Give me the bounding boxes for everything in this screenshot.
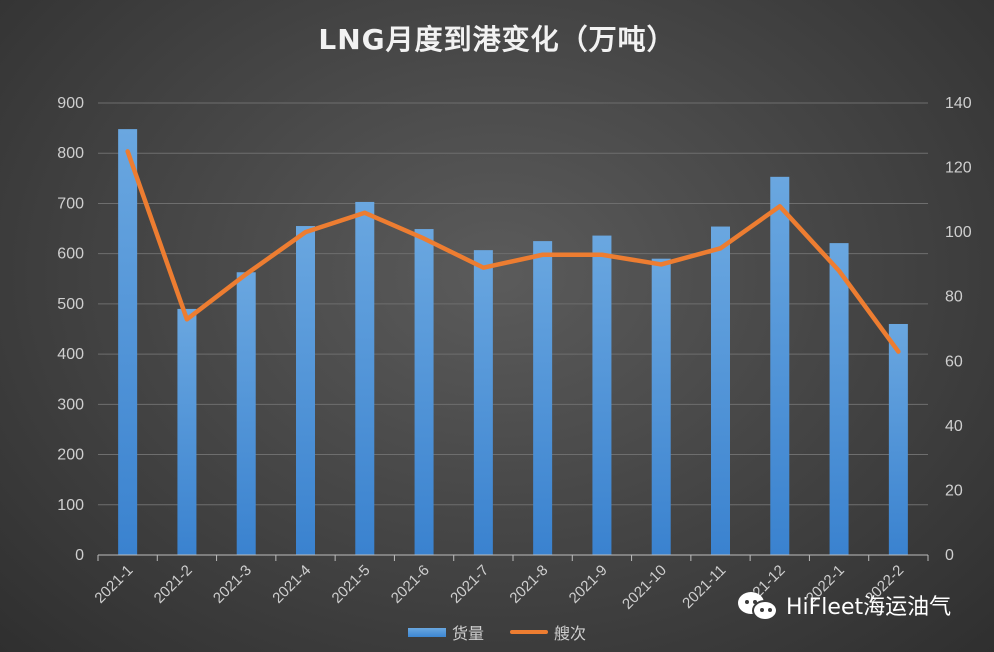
legend: 货量 艘次 [0,620,994,644]
legend-item-bar: 货量 [407,620,484,644]
bar-mark [888,323,908,555]
gridlines [98,102,928,506]
x-tick-label: 2021-6 [388,562,433,607]
bar-mark [473,250,493,555]
bar-mark [711,226,730,555]
y-right-tick-label: 40 [945,418,963,435]
axes [97,554,929,561]
y-left-tick-label: 500 [57,296,84,313]
bar-mark [236,272,256,555]
line-point [422,237,426,241]
y-left-tick-label: 700 [57,195,84,212]
legend-line-swatch [510,630,548,634]
line-point [363,211,367,215]
bar-mark [296,226,315,556]
y-left-tick-label: 400 [57,346,84,363]
x-tick-label: 2021-10 [619,562,670,613]
y-left-tick-label: 100 [57,497,84,514]
line-point [896,350,900,354]
bar-mark [414,229,434,555]
bar-mark [651,258,671,555]
y-right-tick-label: 80 [945,289,963,306]
line-point [126,149,130,153]
bar-mark [355,201,375,555]
x-tick-label: 2021-2 [151,562,196,607]
x-tick-label: 2021-11 [679,562,729,612]
bar-mark [829,243,849,555]
y-left-tick-label: 0 [75,547,84,564]
legend-bar-swatch [407,627,446,637]
y-right-tick-label: 100 [945,224,972,241]
y-right-tick-label: 120 [945,160,972,177]
line-point [600,253,604,257]
legend-item-line: 艘次 [510,620,586,644]
bar-mark [592,235,612,555]
y-left-tick-label: 600 [57,246,84,263]
y-left-tick-label: 300 [57,396,84,413]
legend-line-label: 艘次 [554,624,587,643]
line-point [304,230,307,234]
chart-title: LNG月度到港变化（万吨） [318,23,676,56]
line-point [185,317,189,321]
legend-bar-label: 货量 [451,624,484,643]
line-point [837,269,841,273]
x-tick-label: 2021-5 [329,562,374,607]
y-left-tick-label: 900 [57,95,84,112]
bar-series [118,129,908,556]
line-series [125,149,901,354]
x-tick-label: 2021-3 [210,562,255,607]
x-tick-label: 2021-7 [447,562,492,607]
bar-mark [533,241,553,555]
watermark: HiFleet海运油气 [738,588,951,622]
bar-mark [118,129,138,556]
line-point [244,272,248,276]
y-right-tick-label: 140 [945,95,972,112]
bar-mark [177,308,197,555]
bar-mark [770,176,790,555]
y-left-tick-label: 800 [57,145,84,162]
y-right-tick-label: 20 [945,482,963,499]
y-right-tick-label: 60 [945,353,963,370]
line-series-path [125,149,901,354]
y-right-tick-label: 0 [945,547,954,564]
x-tick-label: 2021-9 [566,562,611,607]
watermark-text: HiFleet海运油气 [786,595,952,620]
line-point [481,266,485,270]
x-tick-label: 2021-8 [506,562,551,607]
line-point [541,253,545,257]
wechat-icon [738,588,780,622]
x-tick-label: 2021-4 [269,562,314,607]
x-tick-label: 2021-1 [91,562,136,607]
line-point [719,246,722,250]
line-point [659,262,663,266]
line-point [778,204,782,208]
y-left-tick-label: 200 [57,447,84,464]
